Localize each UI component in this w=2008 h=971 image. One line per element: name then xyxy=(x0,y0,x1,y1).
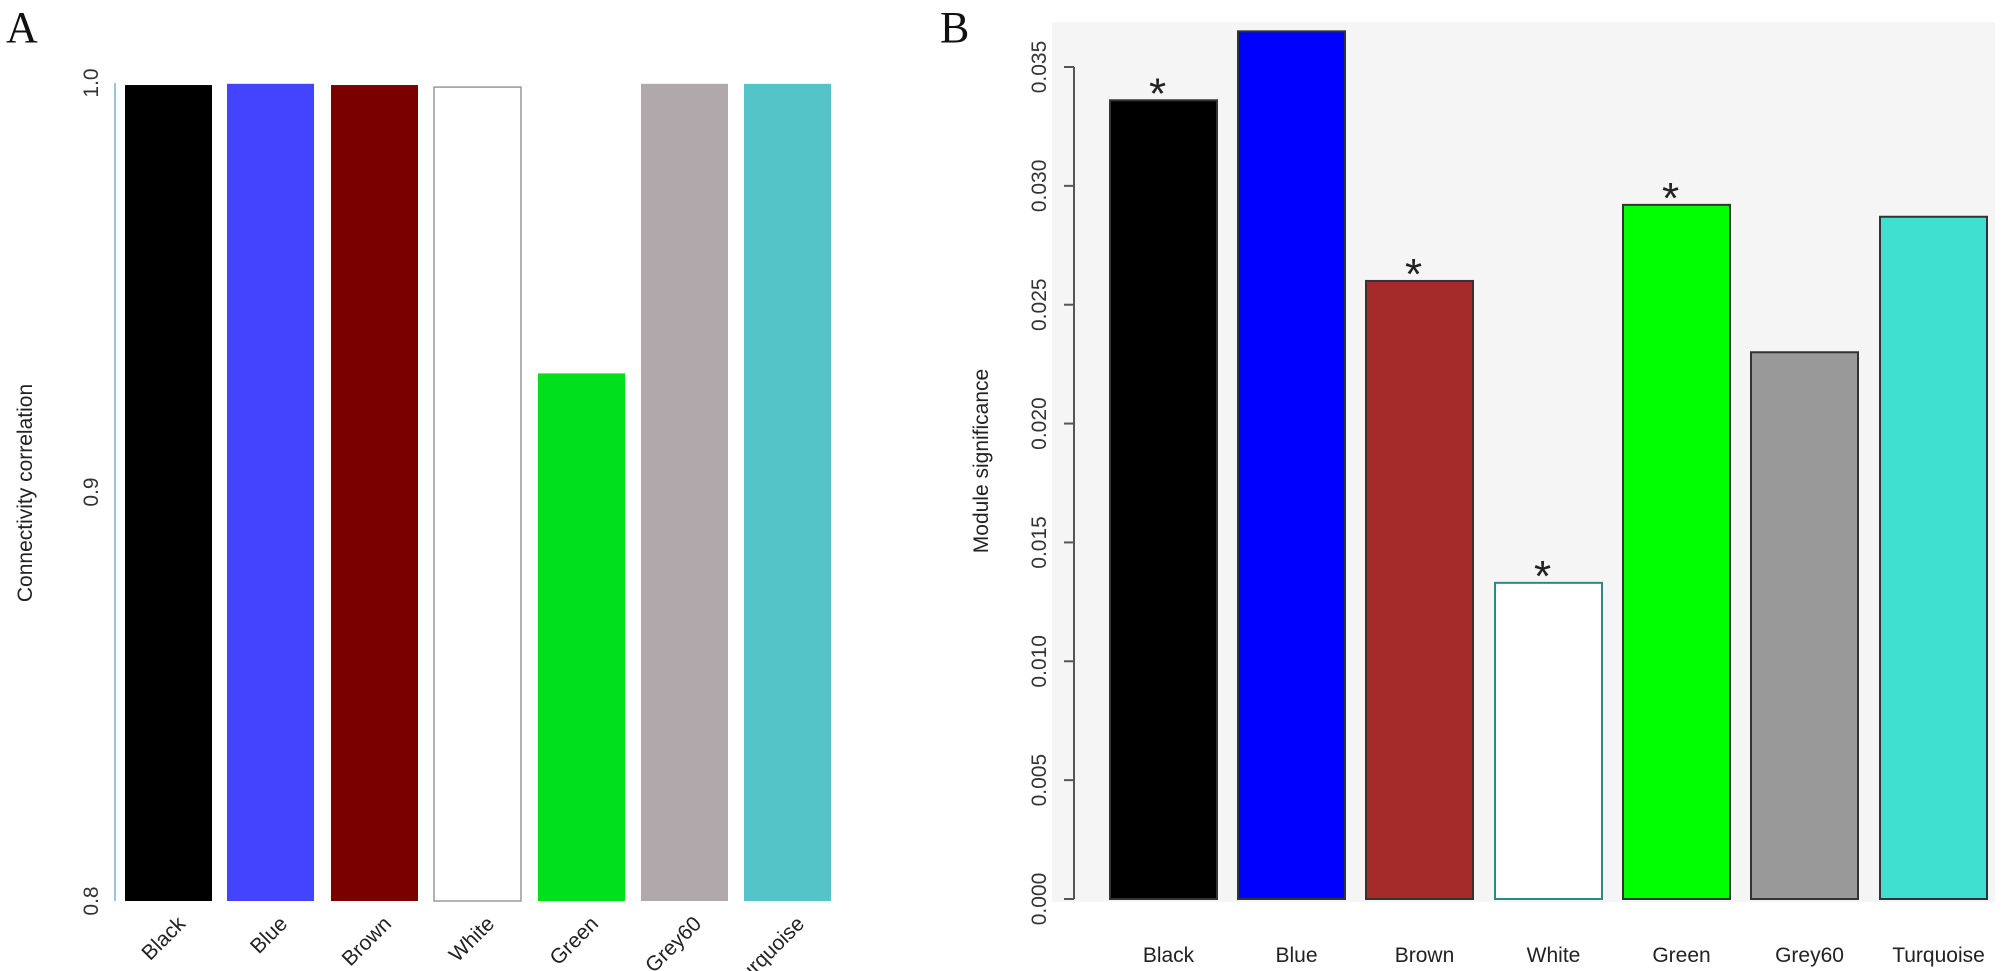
x-tick-label: Grey60 xyxy=(1775,944,1844,967)
y-axis-title: Connectivity correlation xyxy=(14,384,37,602)
y-tick-label: 0.010 xyxy=(1028,635,1051,688)
x-tick-label: Turquoise xyxy=(727,912,809,971)
y-tick-label: 1.0 xyxy=(80,68,103,97)
bar-brown xyxy=(1365,279,1474,900)
bar-turquoise xyxy=(1879,215,1988,900)
y-tick-label: 0.000 xyxy=(1028,873,1051,926)
bar-green xyxy=(1622,203,1731,901)
significance-asterisk: * xyxy=(1405,250,1422,299)
bar-white xyxy=(1494,581,1603,901)
bar-black xyxy=(125,85,212,902)
x-tick-label: Turquoise xyxy=(1892,944,1985,967)
y-tick-label: 0.9 xyxy=(80,477,103,506)
y-tick-label: 0.035 xyxy=(1028,41,1051,94)
x-tick-label: White xyxy=(445,912,499,966)
bar-grey60 xyxy=(1750,351,1859,900)
significance-asterisk: * xyxy=(1662,174,1679,223)
panel-b-letter: B xyxy=(940,3,969,52)
x-tick-label: Green xyxy=(545,912,603,970)
y-tick-label: 0.030 xyxy=(1028,160,1051,213)
x-tick-label: Green xyxy=(1652,944,1710,967)
significance-asterisk: * xyxy=(1149,69,1166,118)
y-tick-label: 0.020 xyxy=(1028,397,1051,450)
x-tick-label: Blue xyxy=(1275,944,1317,967)
y-tick-label: 0.8 xyxy=(80,886,103,915)
x-tick-label: Brown xyxy=(338,912,396,970)
x-tick-label: White xyxy=(1527,944,1581,967)
bar-blue xyxy=(227,83,314,902)
x-tick-label: Black xyxy=(137,912,190,965)
x-tick-label: Blue xyxy=(246,912,292,958)
bar-black xyxy=(1109,99,1218,900)
bar-blue xyxy=(1237,30,1346,901)
y-tick-label: 0.025 xyxy=(1028,278,1051,331)
bar-grey60 xyxy=(641,83,728,902)
bar-white xyxy=(433,86,522,902)
panel-a-letter: A xyxy=(6,3,38,52)
bar-brown xyxy=(331,85,418,902)
chart-b: 0.000 0.005 0.010 0.015 0.020 0.025 0.030 0.035… xyxy=(970,22,1995,967)
chart-a: 0.8 0.9 1.0 Connectivity correlation Black Bl… xyxy=(14,68,831,971)
x-tick-label: Brown xyxy=(1395,944,1455,967)
bar-turquoise xyxy=(744,83,831,902)
bar-green xyxy=(538,373,625,901)
significance-asterisk: * xyxy=(1534,552,1551,601)
x-tick-label: Grey60 xyxy=(641,912,706,971)
y-tick-label: 0.005 xyxy=(1028,754,1051,807)
y-tick-label: 0.015 xyxy=(1028,516,1051,569)
y-axis-title: Module significance xyxy=(970,369,993,553)
x-tick-label: Black xyxy=(1143,944,1195,967)
